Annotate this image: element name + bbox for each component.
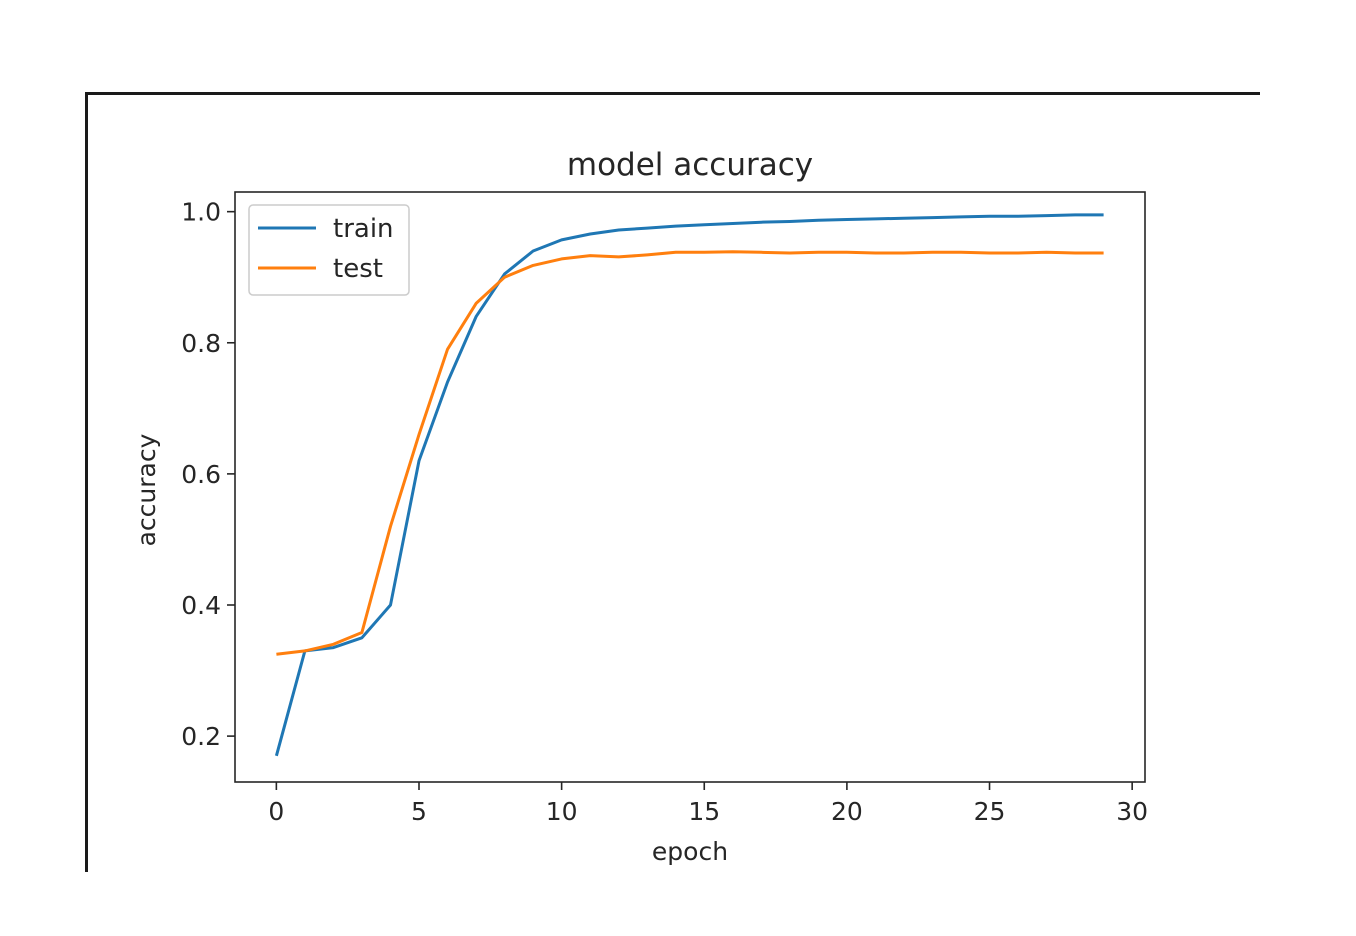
x-tick-label: 30 (1116, 797, 1148, 826)
legend-label-test: test (333, 254, 383, 284)
window-frame-top-border (85, 92, 1260, 95)
window-frame-left-border (85, 92, 88, 872)
y-tick-label: 0.4 (181, 591, 221, 620)
axis-ticks: 0 5 10 15 20 25 30 0.2 0.4 0.6 0.8 1.0 (181, 198, 1148, 826)
legend-label-train: train (333, 214, 394, 244)
y-tick-label: 0.8 (181, 329, 221, 358)
y-tick-label: 0.2 (181, 722, 221, 751)
series-lines (274, 213, 1104, 757)
y-tick-label: 1.0 (181, 198, 221, 227)
x-tick-label: 20 (831, 797, 863, 826)
plot-area-frame (234, 191, 1146, 783)
x-tick-label: 15 (688, 797, 720, 826)
legend: train test (248, 204, 410, 296)
x-tick-label: 10 (546, 797, 578, 826)
x-axis-label: epoch (652, 837, 728, 866)
y-tick-label: 0.6 (181, 460, 221, 489)
chart-title: model accuracy (567, 147, 813, 183)
x-tick-label: 5 (411, 797, 427, 826)
series-line-train (274, 213, 1104, 757)
x-tick-label: 0 (268, 797, 284, 826)
x-tick-label: 25 (974, 797, 1006, 826)
series-line-test (276, 250, 1104, 656)
y-axis-label: accuracy (132, 433, 161, 546)
